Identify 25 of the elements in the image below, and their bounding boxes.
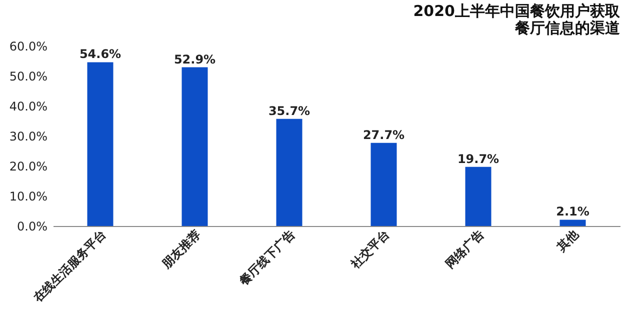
y-tick-label: 20.0%: [9, 160, 48, 174]
data-label: 52.9%: [174, 52, 216, 66]
x-tick-label: 朋友推荐: [158, 227, 204, 272]
x-tick-label: 其他: [554, 226, 582, 255]
x-tick-label: 餐厅线下广告: [236, 227, 298, 289]
y-tick-label: 30.0%: [9, 130, 48, 144]
bar: [560, 220, 586, 226]
bar: [370, 142, 397, 226]
y-tick-label: 50.0%: [9, 70, 48, 84]
bar: [182, 67, 208, 226]
data-label: 2.1%: [556, 204, 590, 219]
x-tick-label: 网络广告: [442, 227, 487, 271]
y-tick-label: 0.0%: [17, 220, 48, 234]
chart-title: 2020上半年中国餐饮用户获取餐厅信息的渠道: [413, 2, 621, 37]
bar: [276, 118, 302, 226]
bar: [465, 166, 492, 226]
y-tick-label: 10.0%: [9, 190, 48, 204]
y-tick-label: 60.0%: [9, 40, 48, 54]
data-label: 35.7%: [268, 104, 310, 118]
data-label: 19.7%: [457, 152, 500, 166]
data-label: 54.6%: [79, 47, 122, 62]
x-tick-label: 社交平台: [348, 227, 392, 272]
bar: [87, 62, 114, 226]
data-label: 27.7%: [362, 128, 405, 142]
y-tick-label: 40.0%: [9, 100, 48, 114]
